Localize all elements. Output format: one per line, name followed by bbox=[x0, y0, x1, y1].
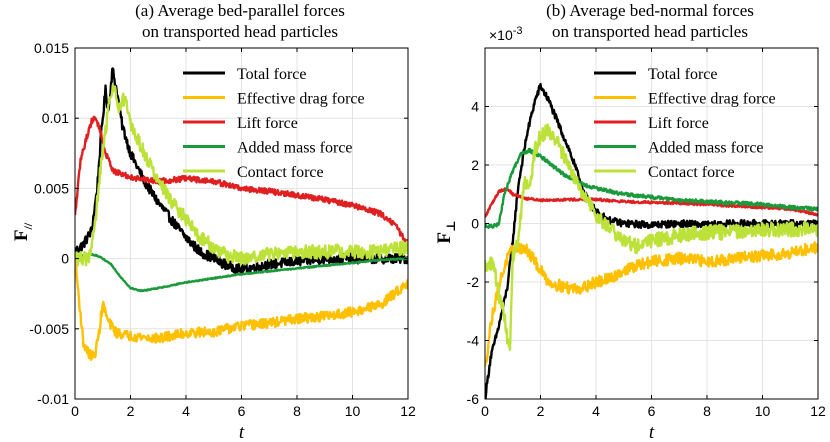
series-group bbox=[485, 82, 818, 399]
multiplier-exponent: -3 bbox=[513, 25, 523, 37]
y-axis-label-subscript: // bbox=[21, 222, 35, 230]
legend-label: Added mass force bbox=[648, 140, 764, 157]
panel-a: (a) Average bed-parallel forces on transp… bbox=[11, 1, 416, 442]
x-tick-label: 2 bbox=[537, 403, 545, 419]
legend-label: Lift force bbox=[648, 115, 709, 132]
x-tick-label: 6 bbox=[238, 403, 246, 419]
y-tick-label: -6 bbox=[467, 391, 480, 407]
legend-label: Contact force bbox=[237, 164, 324, 181]
chart-title-line: (a) Average bed-parallel forces bbox=[135, 1, 345, 20]
y-axis-label-main: F bbox=[434, 232, 455, 244]
x-axis-label: t bbox=[239, 422, 245, 442]
x-tick-label: 2 bbox=[127, 403, 135, 419]
series-line-lift-force bbox=[75, 115, 408, 244]
x-tick-label: 0 bbox=[481, 403, 489, 419]
series-group bbox=[75, 67, 408, 361]
series-line-effective-drag-force bbox=[75, 256, 408, 361]
y-tick-label: 0 bbox=[471, 216, 479, 232]
legend-label: Effective drag force bbox=[648, 91, 776, 108]
multiplier-base: ×10 bbox=[489, 27, 513, 43]
x-tick-label: 4 bbox=[592, 403, 600, 419]
x-tick-label: 6 bbox=[648, 403, 656, 419]
legend-label: Lift force bbox=[237, 115, 298, 132]
chart-title-line: (b) Average bed-normal forces bbox=[546, 1, 754, 20]
chart-title-line: on transported head particles bbox=[142, 22, 338, 41]
series-line-effective-drag-force bbox=[485, 241, 818, 367]
chart-title-line: on transported head particles bbox=[552, 22, 748, 41]
series-line-added-mass-force bbox=[485, 147, 818, 229]
x-tick-label: 10 bbox=[755, 403, 771, 419]
y-tick-label: -4 bbox=[467, 333, 480, 349]
x-tick-label: 12 bbox=[810, 403, 826, 419]
series-line-added-mass-force bbox=[75, 252, 408, 293]
series-line-contact-force bbox=[75, 84, 408, 267]
y-axis-multiplier: ×10-3 bbox=[489, 25, 523, 43]
x-tick-label: 12 bbox=[400, 403, 416, 419]
x-tick-label: 8 bbox=[293, 403, 301, 419]
x-tick-label: 10 bbox=[345, 403, 361, 419]
x-axis-label: t bbox=[649, 422, 655, 442]
y-tick-label: 0.005 bbox=[34, 180, 69, 196]
series-line-lift-force bbox=[485, 186, 818, 218]
series-line-contact-force bbox=[485, 123, 818, 351]
x-tick-label: 0 bbox=[71, 403, 79, 419]
x-tick-label: 8 bbox=[703, 403, 711, 419]
legend-label: Effective drag force bbox=[237, 91, 365, 108]
legend-label: Contact force bbox=[648, 164, 735, 181]
y-tick-label: -0.01 bbox=[37, 391, 69, 407]
y-tick-label: 0 bbox=[61, 251, 69, 267]
y-axis-label: F⊥ bbox=[434, 220, 458, 243]
y-tick-label: 0.015 bbox=[34, 40, 69, 56]
y-tick-label: 0.01 bbox=[42, 110, 69, 126]
legend-label: Total force bbox=[237, 66, 307, 83]
y-tick-label: 4 bbox=[471, 99, 479, 115]
y-axis-label-main: F bbox=[11, 230, 32, 242]
y-axis-label: F// bbox=[11, 222, 35, 241]
x-tick-label: 4 bbox=[182, 403, 190, 419]
y-tick-label: -2 bbox=[467, 274, 480, 290]
legend-label: Total force bbox=[648, 66, 718, 83]
legend-label: Added mass force bbox=[237, 140, 353, 157]
y-tick-label: 2 bbox=[471, 157, 479, 173]
panel-b: (b) Average bed-normal forces on transpor… bbox=[434, 1, 826, 442]
y-tick-label: -0.005 bbox=[29, 321, 69, 337]
y-axis-label-subscript: ⊥ bbox=[444, 220, 458, 232]
